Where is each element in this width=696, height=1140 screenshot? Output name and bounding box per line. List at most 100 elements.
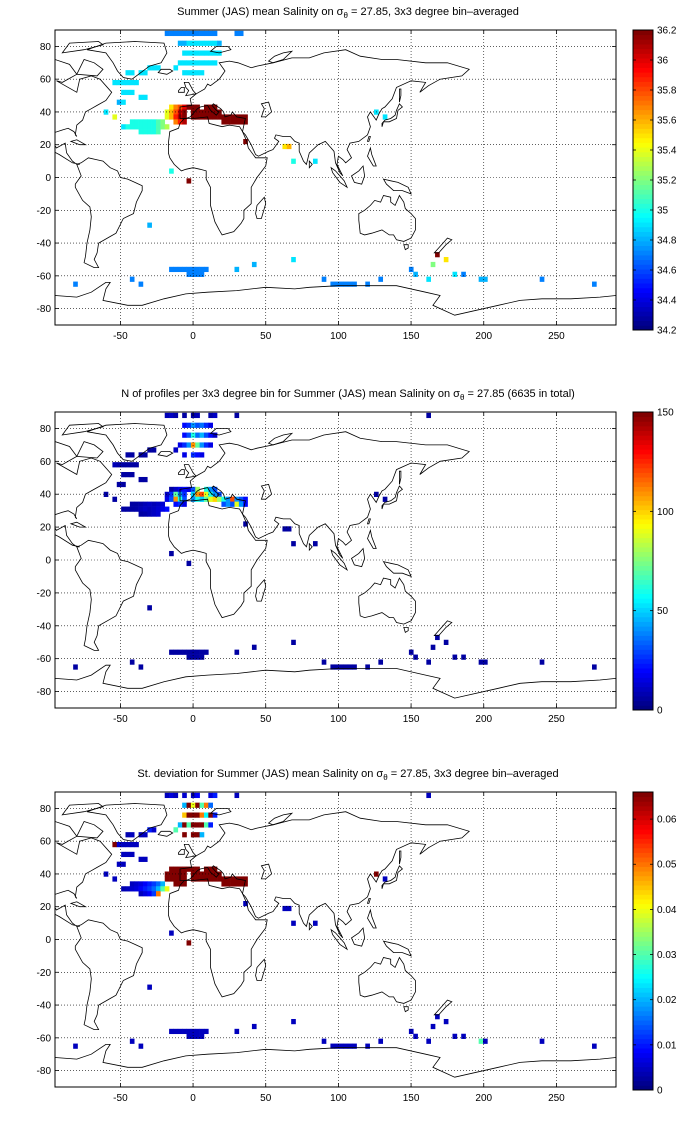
data-cell — [147, 827, 152, 833]
data-cell — [195, 271, 200, 277]
data-cell — [160, 501, 166, 507]
colorbar-swatch — [633, 941, 653, 947]
data-cell — [212, 30, 218, 37]
data-cell — [199, 802, 205, 808]
data-cell — [182, 60, 187, 66]
data-cell — [199, 30, 205, 37]
data-cell — [212, 50, 218, 56]
data-cell — [208, 871, 213, 877]
data-cell — [138, 856, 144, 862]
data-cell — [199, 1028, 205, 1035]
colorbar-swatch — [633, 668, 653, 674]
data-cell — [212, 491, 218, 497]
colorbar-swatch — [633, 315, 653, 322]
data-cell — [125, 70, 131, 76]
colorbar-swatch — [633, 58, 653, 64]
colorbar-swatch — [633, 416, 653, 422]
data-cell — [160, 124, 166, 130]
data-cell — [221, 501, 227, 507]
data-cell — [182, 876, 187, 882]
data-cell — [147, 447, 152, 453]
data-cell — [182, 832, 187, 838]
data-cell — [199, 70, 205, 76]
data-cell — [164, 30, 170, 37]
map-panel-2: -50 0 50 100 150 200 250806040200-20-40-60-800… — [37, 791, 677, 1104]
data-cell — [238, 114, 244, 120]
data-cell — [199, 442, 205, 448]
colorbar-swatch — [633, 509, 653, 515]
data-cell — [203, 802, 209, 808]
colorbar-swatch — [633, 301, 653, 307]
data-cell — [186, 432, 192, 438]
data-cell — [234, 881, 240, 887]
x-tick-label: 50 — [260, 331, 272, 342]
data-cell — [116, 99, 122, 105]
colorbar-swatch — [633, 137, 653, 143]
map-panel-0: -50 0 50 100 150 200 250806040200-20-40-60-803… — [37, 26, 677, 343]
y-tick-label: 0 — [45, 935, 51, 946]
coastline-taiwan — [366, 136, 371, 142]
coastline-new-guinea — [382, 560, 412, 578]
data-cell — [234, 119, 240, 125]
data-cell — [156, 506, 161, 512]
data-cell — [125, 832, 131, 838]
colorbar-swatch — [633, 894, 653, 900]
data-cell — [190, 266, 196, 273]
data-cell — [112, 114, 118, 120]
data-cell — [147, 119, 152, 125]
data-cell — [221, 496, 227, 502]
data-cell — [203, 866, 209, 872]
data-cell — [169, 792, 174, 799]
data-cell — [430, 1023, 436, 1030]
data-cell — [221, 881, 227, 887]
data-cell — [347, 1043, 353, 1049]
x-tick-label: 150 — [403, 331, 420, 342]
data-cell — [286, 905, 292, 912]
colorbar-swatch — [633, 1048, 653, 1054]
colorbar-swatch — [633, 565, 653, 571]
colorbar-swatch — [633, 425, 653, 432]
data-cell — [169, 496, 174, 502]
data-cell — [73, 281, 78, 287]
colorbar-swatch — [633, 62, 653, 68]
colorbar-swatch — [633, 1024, 653, 1030]
data-cell — [186, 271, 192, 277]
data-cell — [129, 452, 135, 458]
data-cell — [382, 114, 388, 120]
y-tick-label: 40 — [40, 869, 52, 880]
coastline-sri-lanka — [308, 922, 313, 931]
data-cell — [142, 476, 148, 483]
data-cell — [173, 447, 179, 453]
data-cell — [426, 792, 431, 799]
coastline-south-america — [74, 157, 143, 268]
data-cell — [182, 496, 187, 502]
data-cell — [334, 281, 340, 287]
coastline-ellesmere-island — [61, 423, 104, 436]
data-cell — [217, 876, 222, 882]
data-cell — [164, 876, 170, 882]
data-cell — [212, 496, 218, 502]
colorbar-tick-label: 35 — [657, 206, 669, 217]
data-cell — [142, 881, 148, 887]
data-cell — [435, 252, 440, 258]
data-cell — [142, 129, 148, 135]
data-cell — [129, 276, 135, 282]
data-cell — [73, 1043, 78, 1049]
colorbar-tick-label: 0.01 — [657, 1040, 677, 1051]
colorbar-swatch — [633, 547, 653, 553]
coastline-new-zealand — [433, 999, 453, 1016]
data-cell — [156, 501, 161, 507]
colorbar-tick-label: 34.4 — [657, 296, 677, 307]
data-cell — [160, 119, 166, 125]
colorbar-swatch — [633, 278, 653, 284]
coastline-baffin-island — [76, 59, 104, 77]
data-cell — [164, 124, 170, 130]
data-cell — [230, 881, 235, 887]
data-cell — [195, 654, 200, 660]
data-cell — [195, 452, 200, 458]
data-cell — [234, 412, 240, 419]
y-tick-label: 40 — [40, 107, 52, 118]
data-cell — [539, 659, 545, 665]
data-cell — [125, 886, 131, 892]
map-content — [55, 792, 616, 1087]
